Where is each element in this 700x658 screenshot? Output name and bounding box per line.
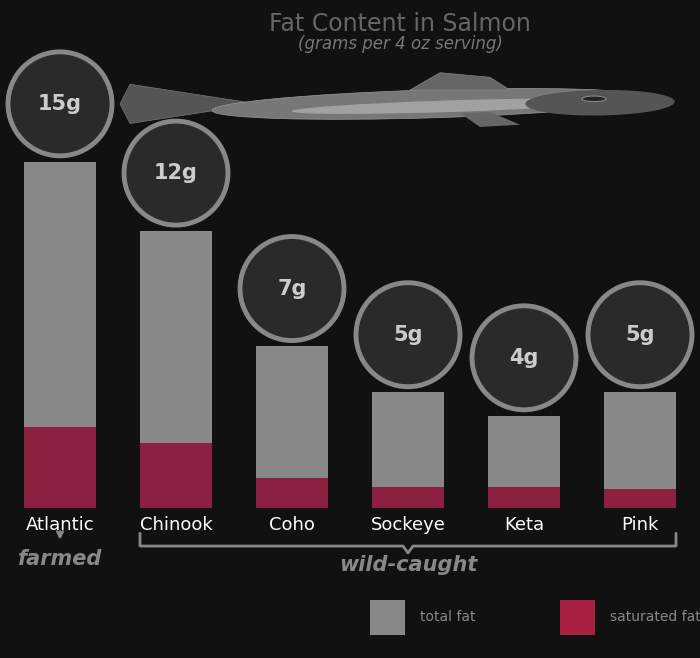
- Ellipse shape: [291, 99, 608, 114]
- Text: Atlantic: Atlantic: [26, 516, 94, 534]
- Text: Coho: Coho: [269, 516, 315, 534]
- Ellipse shape: [356, 283, 460, 387]
- Text: Sockeye: Sockeye: [370, 516, 445, 534]
- Bar: [256, 478, 328, 508]
- Ellipse shape: [124, 121, 228, 225]
- Bar: [140, 231, 212, 508]
- Text: Fat Content in Salmon: Fat Content in Salmon: [269, 12, 531, 36]
- Bar: [372, 487, 444, 508]
- Text: Keta: Keta: [504, 516, 544, 534]
- Text: Chinook: Chinook: [139, 516, 212, 534]
- Text: wild-caught: wild-caught: [339, 555, 477, 575]
- Text: 5g: 5g: [393, 324, 423, 345]
- Bar: [560, 600, 595, 635]
- Text: total fat: total fat: [420, 611, 475, 624]
- Text: 15g: 15g: [38, 94, 82, 114]
- Text: 5g: 5g: [625, 324, 654, 345]
- Text: Pink: Pink: [622, 516, 659, 534]
- Text: (grams per 4 oz serving): (grams per 4 oz serving): [298, 35, 503, 53]
- Bar: [488, 416, 560, 508]
- Circle shape: [582, 96, 606, 101]
- Ellipse shape: [212, 88, 648, 119]
- Bar: [488, 487, 560, 508]
- Bar: [370, 600, 405, 635]
- Bar: [372, 392, 444, 508]
- Polygon shape: [410, 73, 510, 90]
- Bar: [24, 427, 96, 508]
- Ellipse shape: [525, 90, 675, 116]
- Bar: [24, 162, 96, 508]
- Ellipse shape: [588, 283, 692, 387]
- Polygon shape: [460, 112, 520, 127]
- Polygon shape: [120, 84, 250, 124]
- Text: farmed: farmed: [18, 549, 102, 569]
- Text: 4g: 4g: [510, 348, 539, 368]
- Text: 12g: 12g: [154, 163, 198, 183]
- Bar: [604, 490, 676, 508]
- Bar: [256, 346, 328, 508]
- Ellipse shape: [240, 236, 344, 341]
- Bar: [604, 392, 676, 508]
- Text: 7g: 7g: [277, 278, 307, 299]
- Bar: [140, 443, 212, 508]
- Text: saturated fat: saturated fat: [610, 611, 700, 624]
- Ellipse shape: [472, 306, 576, 410]
- Ellipse shape: [8, 52, 112, 156]
